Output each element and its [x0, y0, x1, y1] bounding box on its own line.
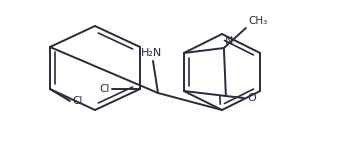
Text: O: O	[247, 93, 256, 103]
Text: CH₃: CH₃	[248, 16, 267, 26]
Text: Cl: Cl	[72, 96, 82, 106]
Text: N: N	[225, 36, 233, 46]
Text: H₂N: H₂N	[140, 48, 162, 58]
Text: Cl: Cl	[100, 84, 110, 94]
